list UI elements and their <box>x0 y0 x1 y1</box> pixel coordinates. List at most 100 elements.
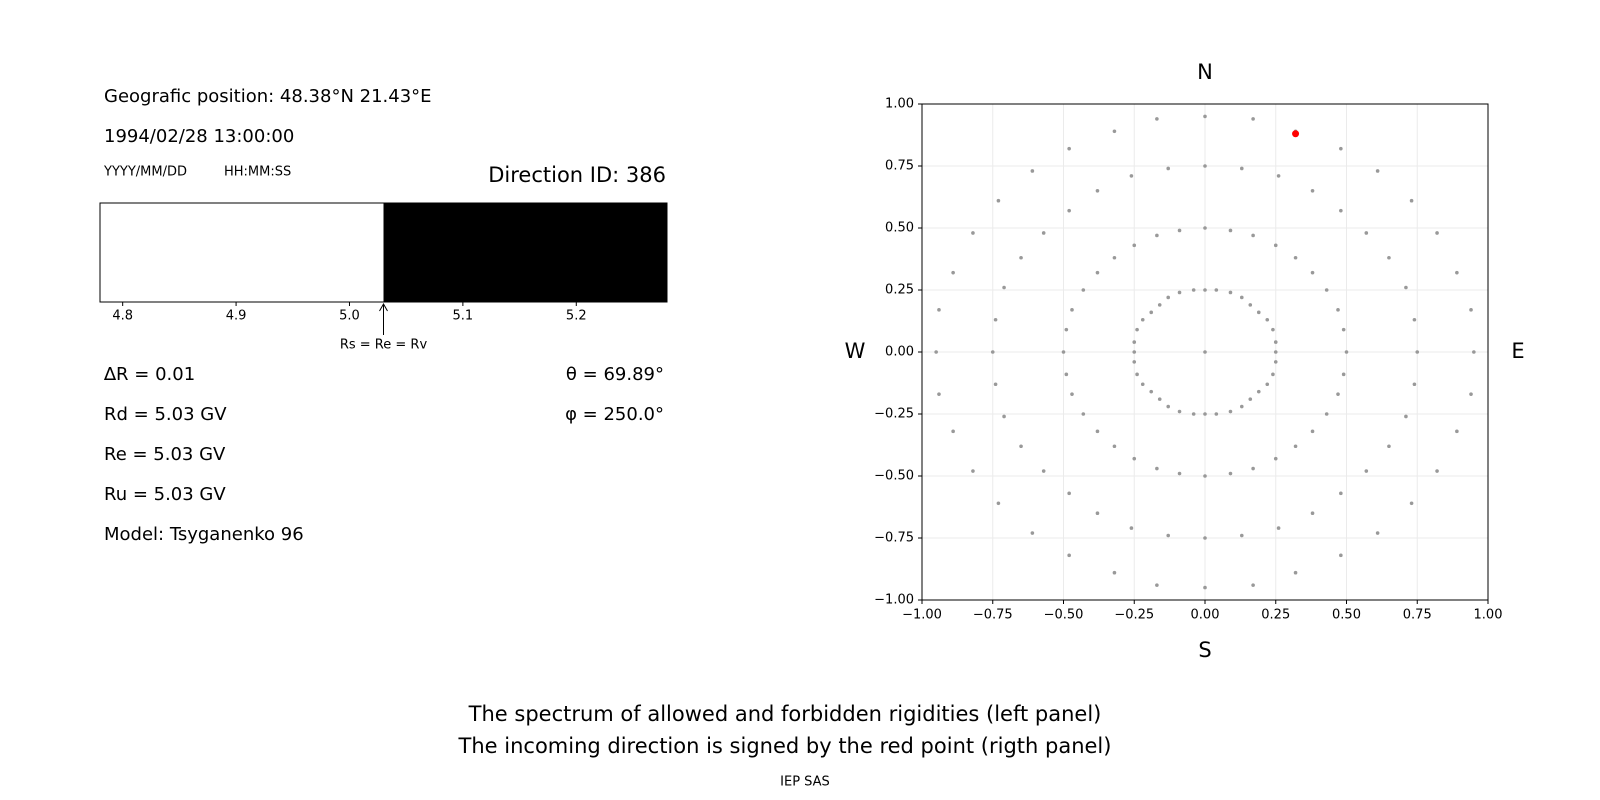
point <box>1228 471 1233 476</box>
x-tick-label: 0.00 <box>1191 608 1220 623</box>
point <box>1251 583 1255 587</box>
point <box>1157 397 1162 401</box>
point <box>1214 412 1219 416</box>
point <box>1310 511 1315 515</box>
point <box>1341 372 1346 377</box>
y-tick-label: −0.50 <box>874 469 914 484</box>
point <box>1019 255 1023 260</box>
point <box>1271 327 1275 332</box>
point <box>1276 526 1281 530</box>
point <box>1203 412 1207 416</box>
point <box>1339 491 1343 496</box>
x-tick-label: −0.25 <box>1114 608 1154 623</box>
caption: The incoming direction is signed by the … <box>458 734 1112 758</box>
point <box>1177 409 1182 414</box>
stat: φ = 250.0° <box>565 404 664 425</box>
point <box>1002 414 1006 419</box>
point <box>1095 270 1100 275</box>
point <box>971 231 975 235</box>
point <box>1273 340 1278 344</box>
point <box>1132 243 1137 248</box>
point <box>1177 228 1182 233</box>
point <box>1455 270 1459 275</box>
spectrum-segment <box>100 203 384 302</box>
point <box>1344 350 1349 354</box>
stat: Re = 5.03 GV <box>104 444 226 465</box>
point <box>1469 392 1473 396</box>
point <box>1177 290 1182 295</box>
point <box>1135 372 1139 377</box>
point <box>1256 310 1261 315</box>
point <box>937 308 941 312</box>
point <box>1387 255 1391 260</box>
point <box>1140 317 1145 322</box>
point <box>1214 288 1219 292</box>
point <box>1310 429 1315 434</box>
point <box>1228 290 1233 295</box>
x-tick-label: 4.8 <box>112 309 133 324</box>
point <box>1030 169 1035 173</box>
x-tick-label: 5.0 <box>339 309 360 324</box>
stat: Rd = 5.03 GV <box>104 404 227 425</box>
point <box>1256 389 1261 394</box>
point <box>1135 327 1139 332</box>
point <box>1061 350 1066 354</box>
point <box>951 270 955 275</box>
point <box>1203 114 1207 119</box>
point <box>1339 553 1343 558</box>
y-tick-label: 1.00 <box>885 97 914 112</box>
point <box>1112 129 1117 134</box>
point <box>1191 288 1196 292</box>
point <box>1310 270 1315 275</box>
point <box>1273 360 1278 364</box>
point <box>1155 233 1159 238</box>
point <box>1292 130 1300 138</box>
point <box>934 350 938 354</box>
point <box>1203 585 1207 590</box>
point <box>1293 255 1298 260</box>
y-tick-label: 0.50 <box>885 221 914 236</box>
point <box>1149 389 1154 394</box>
position: Geografic position: 48.38°N 21.43°E <box>104 86 432 107</box>
x-tick-label: 4.9 <box>226 309 247 324</box>
point <box>1415 350 1420 354</box>
point <box>1387 444 1391 449</box>
stat: Model: Tsyganenko 96 <box>104 524 304 545</box>
spectrum-frame <box>99 202 668 303</box>
point <box>1166 295 1171 300</box>
direction-label: W <box>845 339 866 363</box>
x-tick-label: 5.1 <box>453 309 474 324</box>
time-format: HH:MM:SS <box>224 165 291 180</box>
point <box>1041 469 1046 473</box>
stat: Ru = 5.03 GV <box>104 484 226 505</box>
point <box>1324 288 1329 292</box>
point <box>1002 285 1006 290</box>
point <box>1203 226 1207 230</box>
point <box>1081 288 1086 292</box>
point <box>1067 146 1071 151</box>
point <box>1112 255 1117 260</box>
x-tick-label: −0.75 <box>973 608 1013 623</box>
point <box>1248 397 1253 401</box>
direction-label: S <box>1198 638 1211 662</box>
point <box>1324 412 1329 416</box>
point <box>1435 231 1439 235</box>
point <box>1339 208 1343 213</box>
point <box>1273 243 1278 248</box>
point <box>1177 471 1182 476</box>
datetime: 1994/02/28 13:00:00 <box>104 126 294 147</box>
point <box>1155 583 1159 587</box>
x-tick-label: 0.50 <box>1332 608 1361 623</box>
point <box>1095 511 1100 515</box>
direction-id: Direction ID: 386 <box>488 163 666 187</box>
point <box>1203 350 1207 354</box>
point <box>1067 491 1071 496</box>
point <box>1375 531 1380 535</box>
point <box>1203 536 1207 540</box>
x-tick-label: 1.00 <box>1474 608 1503 623</box>
point <box>1155 466 1159 471</box>
point <box>1070 392 1074 396</box>
point <box>937 392 941 396</box>
point <box>1336 308 1340 312</box>
y-tick-label: 0.00 <box>885 345 914 360</box>
